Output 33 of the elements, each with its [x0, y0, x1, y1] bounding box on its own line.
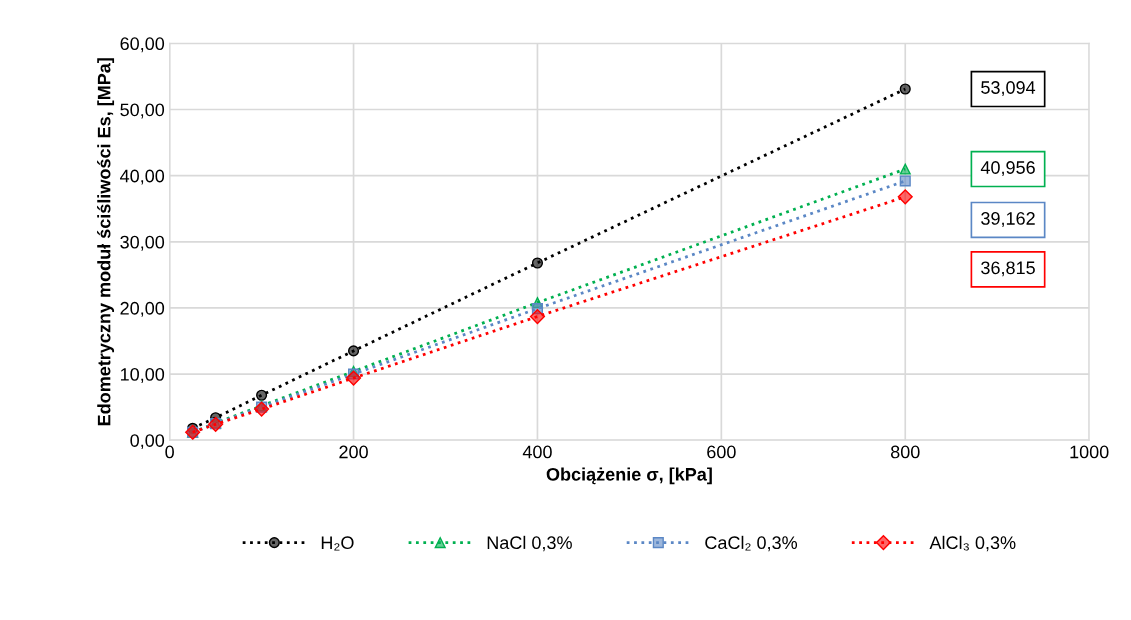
legend-label: H₂O	[321, 536, 354, 551]
y-tick-label: 10,00	[120, 368, 165, 383]
point	[531, 257, 544, 269]
annotation: 36,815	[981, 261, 1035, 277]
point	[345, 370, 362, 386]
y-tick-label: 40,00	[120, 169, 165, 185]
annotation: 40,956	[980, 161, 1035, 177]
y-tick-label: 20,00	[120, 301, 165, 317]
x-tick-label: 0	[165, 445, 174, 459]
x-tick-label: 600	[707, 445, 736, 459]
point	[897, 189, 913, 205]
legend-label: AlCl₃ 0,3%	[929, 535, 1016, 552]
y-tick-label: 30,00	[120, 235, 165, 251]
y-axis-title: Edometryczny moduł ściśliwości Es, [MPa]	[97, 58, 115, 426]
point	[899, 175, 911, 187]
y-tick-label: 60,00	[120, 37, 165, 53]
point	[899, 83, 911, 95]
x-tick-label: 400	[522, 445, 552, 459]
x-tick-label: 1000	[1070, 445, 1109, 459]
y-tick-label: 0,00	[130, 434, 165, 450]
legend-label: NaCl 0,3%	[487, 535, 572, 552]
legend-label: CaCl₂ 0,3%	[705, 535, 798, 552]
annotation: 53,094	[981, 81, 1036, 97]
point	[899, 163, 911, 175]
point	[347, 345, 360, 357]
point	[256, 389, 268, 401]
x-axis-title: Obciążenie σ, [kPa]	[546, 467, 712, 485]
y-tick-label: 50,00	[120, 103, 165, 119]
point	[529, 308, 546, 325]
point	[254, 401, 270, 417]
x-tick-label: 800	[890, 445, 920, 459]
x-tick-label: 200	[339, 445, 368, 459]
annotation: 39,162	[981, 212, 1035, 227]
